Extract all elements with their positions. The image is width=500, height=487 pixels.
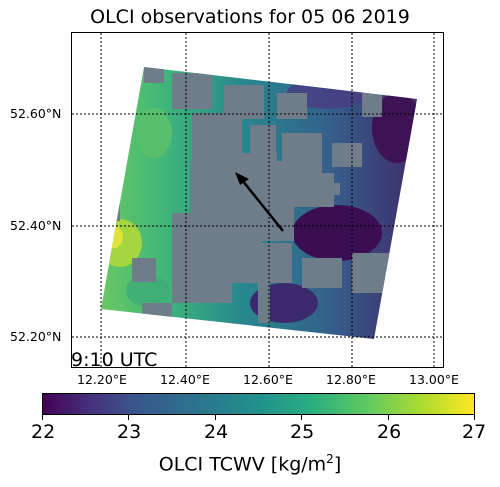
map-title: OLCI observations for 05 06 2019 xyxy=(90,6,410,28)
colorbar-tick-26: 26 xyxy=(377,421,402,443)
colorbar-label-text: OLCI TCWV [kg/m xyxy=(158,453,327,476)
lon-label-12-20: 12.20°E xyxy=(77,372,127,387)
colorbar xyxy=(42,393,475,415)
colorbar-label-exponent: 2 xyxy=(326,452,334,466)
lon-label-12-80: 12.80°E xyxy=(326,372,376,387)
colorbar-label-suffix: ] xyxy=(333,453,342,476)
lat-label-52-40: 52.40°N xyxy=(10,218,62,233)
lon-label-13-00: 13.00°E xyxy=(409,372,459,387)
colorbar-tick-22: 22 xyxy=(31,421,56,443)
colorbar-tick-23: 23 xyxy=(117,421,142,443)
map-plot-area xyxy=(71,32,444,368)
lat-label-52-20: 52.20°N xyxy=(10,329,62,344)
graticule xyxy=(72,33,443,367)
colorbar-label: OLCI TCWV [kg/m2] xyxy=(0,452,500,475)
colorbar-tick-24: 24 xyxy=(204,421,229,443)
observation-time: 9:10 UTC xyxy=(71,349,158,371)
colorbar-tick-27: 27 xyxy=(462,421,487,443)
lon-label-12-60: 12.60°E xyxy=(243,372,293,387)
tcwv-map xyxy=(72,33,443,367)
lat-label-52-60: 52.60°N xyxy=(10,106,62,121)
lon-label-12-40: 12.40°E xyxy=(160,372,210,387)
cloud-mask xyxy=(102,67,392,325)
colorbar-tick-25: 25 xyxy=(290,421,315,443)
wind-arrow xyxy=(235,172,284,232)
